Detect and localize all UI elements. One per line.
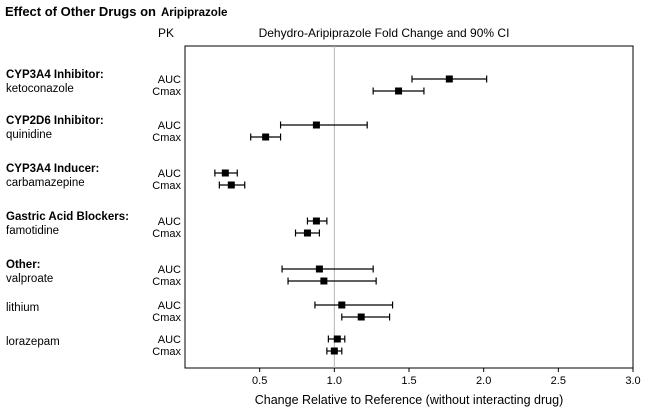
row-label-auc: AUC [158, 300, 181, 312]
row-label-cmax: Cmax [152, 180, 181, 192]
group-heading: CYP3A4 Inducer: [6, 163, 99, 175]
plot-border [184, 45, 634, 369]
x-axis-tick-label: 1.0 [327, 375, 342, 387]
group-heading: Gastric Acid Blockers: [6, 211, 129, 223]
drug-label: lorazepam [6, 336, 60, 348]
row-label-cmax: Cmax [152, 312, 181, 324]
row-label-cmax: Cmax [152, 228, 181, 240]
drug-label: valproate [6, 273, 53, 285]
group-heading: CYP3A4 Inhibitor: [6, 69, 104, 81]
data-point-marker [395, 87, 403, 95]
x-axis-tick-label: 2.5 [551, 375, 566, 387]
row-label-auc: AUC [158, 216, 181, 228]
plot-header: Dehydro-Aripiprazole Fold Change and 90%… [258, 26, 510, 40]
chart-title-drug: Aripiprazole [160, 7, 228, 19]
group-heading: CYP2D6 Inhibitor: [6, 115, 104, 127]
chart-title: Effect of Other Drugs on Aripiprazole [5, 4, 227, 19]
drug-label: carbamazepine [6, 177, 85, 189]
data-point-marker [338, 301, 346, 309]
row-label-auc: AUC [158, 120, 181, 132]
data-point-marker [303, 229, 311, 237]
drug-label: quinidine [6, 129, 52, 141]
group-heading: Other: [6, 259, 41, 271]
x-axis-tick-label: 0.5 [252, 375, 267, 387]
data-point-marker [333, 335, 341, 343]
data-point-marker [221, 169, 229, 177]
row-label-cmax: Cmax [152, 86, 181, 98]
data-point-marker [320, 277, 328, 285]
x-axis-tick-label: 2.0 [476, 375, 491, 387]
row-label-auc: AUC [158, 168, 181, 180]
x-axis-label: Change Relative to Reference (without in… [255, 393, 564, 407]
data-point-marker [312, 217, 320, 225]
row-label-auc: AUC [158, 74, 181, 86]
drug-label: famotidine [6, 225, 59, 237]
row-label-auc: AUC [158, 334, 181, 346]
drug-label: ketoconazole [6, 83, 74, 95]
drug-label: lithium [6, 302, 39, 314]
x-axis-tick-label: 3.0 [625, 375, 640, 387]
row-label-cmax: Cmax [152, 132, 181, 144]
row-label-auc: AUC [158, 264, 181, 276]
pk-column-header: PK [157, 26, 174, 40]
data-point-marker [330, 347, 338, 355]
data-point-marker [315, 265, 323, 273]
data-point-marker [445, 75, 453, 83]
data-point-marker [262, 133, 270, 141]
data-point-marker [357, 313, 365, 321]
data-point-marker [227, 181, 235, 189]
row-label-cmax: Cmax [152, 276, 181, 288]
chart-title-main: Effect of Other Drugs on [5, 4, 156, 19]
row-label-cmax: Cmax [152, 346, 181, 358]
x-axis-tick-label: 1.5 [401, 375, 416, 387]
data-point-marker [312, 121, 320, 129]
